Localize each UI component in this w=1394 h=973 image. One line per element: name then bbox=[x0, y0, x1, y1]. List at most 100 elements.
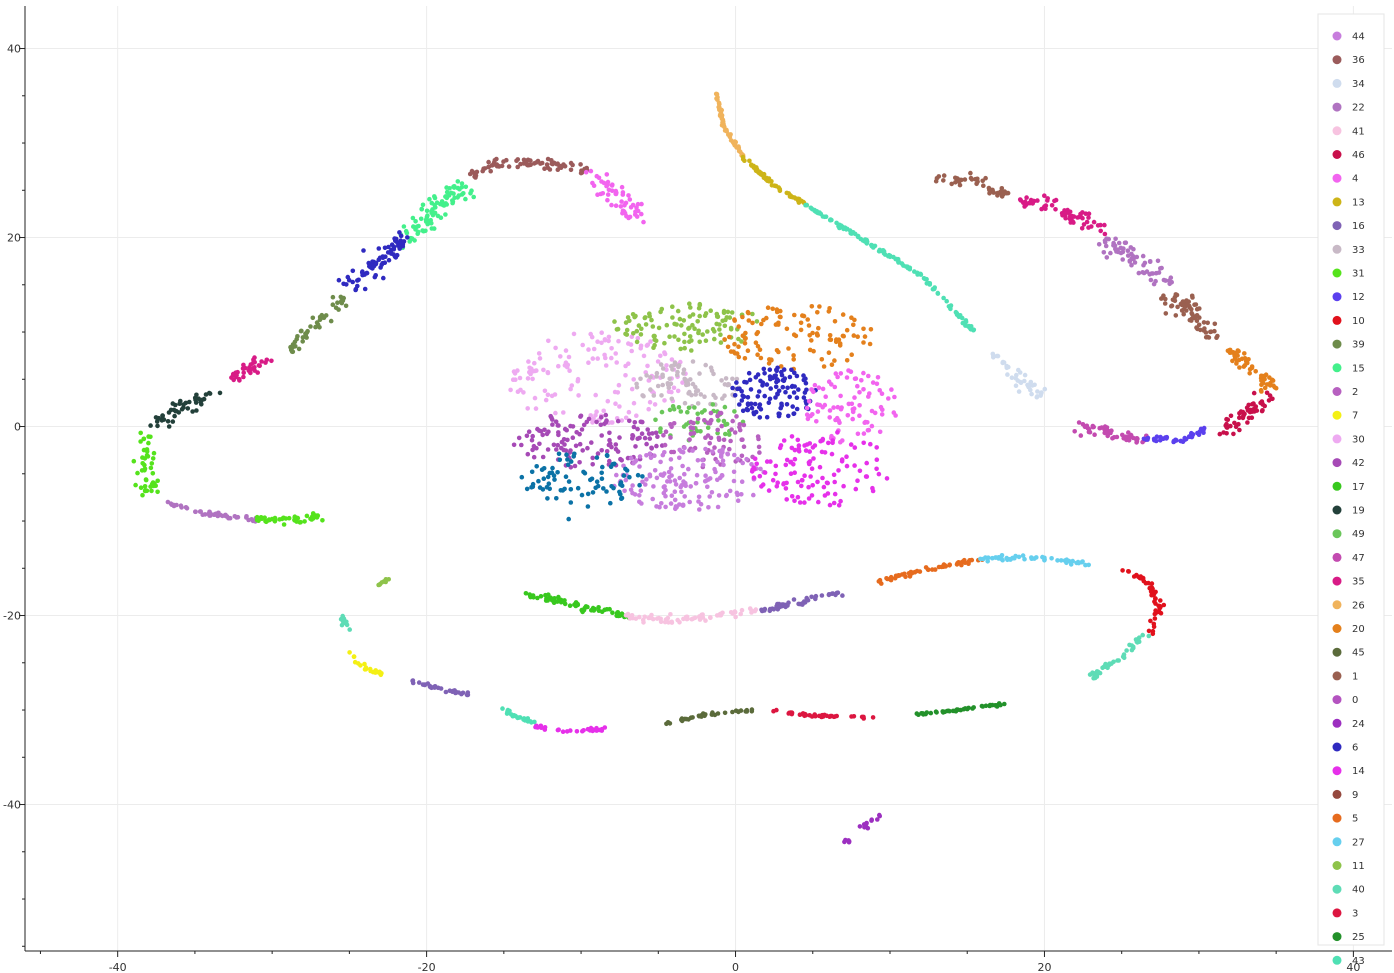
point bbox=[138, 430, 143, 436]
point bbox=[798, 327, 804, 333]
point bbox=[1152, 616, 1158, 621]
legend-item[interactable]: 7 bbox=[1332, 410, 1359, 422]
point bbox=[593, 392, 598, 398]
legend-item[interactable]: 14 bbox=[1332, 766, 1365, 777]
point bbox=[1131, 256, 1136, 262]
point bbox=[1162, 301, 1168, 306]
legend-item[interactable]: 5 bbox=[1332, 813, 1359, 825]
legend-item[interactable]: 49 bbox=[1332, 529, 1365, 540]
point bbox=[567, 603, 573, 608]
x-tick-label: 0 bbox=[732, 961, 739, 973]
legend-item[interactable]: 10 bbox=[1332, 315, 1365, 327]
legend-item[interactable]: 35 bbox=[1332, 576, 1365, 588]
point bbox=[624, 468, 630, 473]
legend-item[interactable]: 0 bbox=[1332, 695, 1359, 706]
point bbox=[691, 420, 696, 426]
point bbox=[866, 373, 871, 379]
legend-item[interactable]: 39 bbox=[1332, 339, 1365, 351]
series-27 bbox=[978, 553, 1091, 568]
legend-marker bbox=[1332, 363, 1342, 373]
point bbox=[676, 405, 682, 410]
legend-item[interactable]: 36 bbox=[1332, 55, 1365, 66]
legend-item[interactable]: 6 bbox=[1332, 742, 1359, 754]
point bbox=[983, 703, 989, 709]
point bbox=[728, 325, 734, 331]
point bbox=[533, 724, 538, 730]
legend-item[interactable]: 24 bbox=[1332, 718, 1365, 730]
point bbox=[802, 390, 808, 395]
point bbox=[372, 274, 378, 280]
point bbox=[304, 330, 310, 335]
legend-item[interactable]: 15 bbox=[1332, 363, 1365, 374]
point bbox=[1193, 314, 1198, 319]
point bbox=[724, 315, 730, 320]
point bbox=[695, 401, 701, 406]
point bbox=[604, 607, 610, 612]
series-31 bbox=[131, 430, 160, 498]
point bbox=[1104, 255, 1110, 260]
legend-item[interactable]: 30 bbox=[1332, 434, 1365, 445]
legend-item[interactable]: 16 bbox=[1332, 221, 1365, 232]
legend-item[interactable]: 22 bbox=[1332, 102, 1365, 114]
legend-marker bbox=[1332, 884, 1342, 894]
point bbox=[1131, 645, 1136, 651]
legend-item[interactable]: 40 bbox=[1332, 884, 1365, 896]
point bbox=[660, 366, 666, 371]
legend-item[interactable]: 47 bbox=[1332, 552, 1365, 564]
legend-item[interactable]: 33 bbox=[1332, 244, 1365, 256]
legend-item[interactable]: 3 bbox=[1332, 908, 1359, 919]
legend-label: 22 bbox=[1352, 103, 1365, 114]
legend-item[interactable]: 13 bbox=[1332, 197, 1365, 208]
legend-item[interactable]: 34 bbox=[1332, 78, 1365, 90]
point bbox=[1196, 322, 1202, 328]
legend-item[interactable]: 19 bbox=[1332, 505, 1365, 517]
point bbox=[804, 405, 810, 411]
point bbox=[386, 244, 391, 250]
legend-item[interactable]: 44 bbox=[1332, 31, 1365, 43]
point bbox=[663, 487, 668, 493]
point bbox=[1272, 385, 1278, 390]
point bbox=[131, 458, 137, 464]
point bbox=[546, 592, 551, 597]
point bbox=[1237, 365, 1242, 370]
point bbox=[681, 318, 687, 323]
point bbox=[846, 839, 852, 844]
point bbox=[149, 488, 154, 494]
point bbox=[1116, 658, 1121, 663]
point bbox=[1113, 246, 1118, 252]
point bbox=[397, 246, 403, 251]
series-16 bbox=[759, 590, 845, 614]
legend-marker bbox=[1332, 932, 1342, 942]
legend-marker bbox=[1332, 387, 1342, 396]
point bbox=[655, 359, 661, 364]
legend-item[interactable]: 46 bbox=[1332, 150, 1365, 161]
legend-item[interactable]: 31 bbox=[1332, 268, 1365, 280]
series-43 bbox=[500, 706, 537, 725]
legend-item[interactable]: 17 bbox=[1332, 481, 1365, 493]
point bbox=[550, 161, 555, 167]
point bbox=[764, 414, 770, 420]
legend-item[interactable]: 20 bbox=[1332, 624, 1365, 635]
legend-item[interactable]: 45 bbox=[1332, 647, 1365, 659]
legend-item[interactable]: 2 bbox=[1332, 387, 1359, 398]
point bbox=[768, 386, 773, 391]
legend-item[interactable]: 26 bbox=[1332, 600, 1365, 611]
point bbox=[779, 369, 784, 375]
point bbox=[784, 457, 790, 463]
legend-item[interactable]: 42 bbox=[1332, 458, 1365, 469]
legend-item[interactable]: 1 bbox=[1332, 671, 1359, 682]
legend-item[interactable]: 4 bbox=[1332, 173, 1359, 185]
legend-item[interactable]: 43 bbox=[1332, 955, 1365, 967]
point bbox=[848, 442, 854, 447]
point bbox=[1253, 369, 1258, 374]
legend-item[interactable]: 11 bbox=[1332, 861, 1365, 872]
point bbox=[615, 610, 621, 615]
point bbox=[138, 485, 144, 491]
legend-item[interactable]: 25 bbox=[1332, 932, 1365, 943]
point bbox=[635, 472, 641, 478]
point bbox=[753, 375, 759, 380]
legend-item[interactable]: 27 bbox=[1332, 837, 1365, 848]
legend-item[interactable]: 41 bbox=[1332, 126, 1365, 137]
legend-item[interactable]: 12 bbox=[1332, 292, 1365, 303]
legend-item[interactable]: 9 bbox=[1332, 789, 1359, 801]
